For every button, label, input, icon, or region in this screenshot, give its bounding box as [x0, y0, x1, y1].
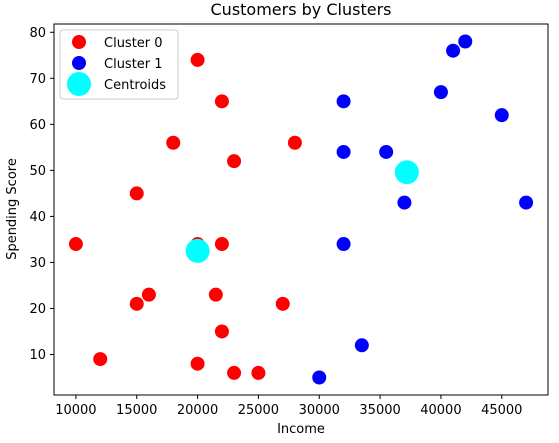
cluster-0-point — [141, 287, 156, 302]
cluster-0-point — [214, 237, 229, 252]
cluster-1-point — [379, 144, 394, 159]
legend-marker — [67, 72, 91, 96]
y-axis-ticks: 10 20 30 40 50 60 70 80 — [29, 26, 54, 363]
centroid-point — [394, 160, 419, 185]
y-tick-label: 60 — [29, 118, 46, 133]
cluster-0-point — [251, 365, 266, 380]
x-tick-label: 35000 — [359, 403, 400, 418]
y-tick-label: 10 — [29, 348, 46, 363]
legend-marker — [72, 56, 86, 70]
cluster-1-point — [336, 144, 351, 159]
y-tick-label: 70 — [29, 72, 46, 87]
legend: Cluster 0 Cluster 1 Centroids — [59, 29, 179, 100]
x-tick-label: 25000 — [238, 403, 279, 418]
cluster-1-point — [446, 43, 461, 58]
cluster-0-point — [166, 135, 181, 150]
cluster-0-point — [129, 186, 144, 201]
y-tick-label: 50 — [29, 164, 46, 179]
x-axis-ticks: 10000 15000 20000 25000 30000 35000 40000 45000 — [55, 395, 522, 418]
chart-title: Customers by Clusters — [211, 0, 392, 19]
cluster-0-point — [214, 324, 229, 339]
y-tick-label: 20 — [29, 302, 46, 317]
x-tick-label: 45000 — [481, 403, 522, 418]
cluster-1-point — [336, 94, 351, 109]
cluster-1-point — [433, 85, 448, 100]
cluster-0-point — [93, 352, 108, 367]
cluster-0-point — [129, 296, 144, 311]
cluster-0-point — [190, 52, 205, 67]
cluster-0-point — [214, 94, 229, 109]
cluster-0-point — [227, 154, 242, 169]
cluster-1-point — [397, 195, 412, 210]
cluster-0-point — [68, 237, 83, 252]
y-tick-label: 40 — [29, 210, 46, 225]
cluster-1-point — [494, 108, 509, 123]
legend-label: Cluster 0 — [104, 36, 163, 51]
y-tick-label: 80 — [29, 26, 46, 41]
data-points — [68, 34, 534, 385]
cluster-0-point — [287, 135, 302, 150]
cluster-1-point — [354, 338, 369, 353]
cluster-1-point — [458, 34, 473, 49]
x-tick-label: 15000 — [116, 403, 157, 418]
cluster-1-point — [312, 370, 327, 385]
cluster-0-point — [227, 365, 242, 380]
x-tick-label: 10000 — [55, 403, 96, 418]
x-axis-label: Income — [277, 422, 325, 437]
x-tick-label: 40000 — [420, 403, 461, 418]
y-axis-label: Spending Score — [5, 158, 20, 260]
cluster-1-point — [336, 237, 351, 252]
plot-frame — [53, 23, 549, 396]
x-tick-label: 30000 — [299, 403, 340, 418]
legend-label: Centroids — [104, 78, 166, 93]
legend-marker — [72, 35, 86, 49]
centroid-point — [185, 238, 210, 263]
x-tick-label: 20000 — [177, 403, 218, 418]
cluster-0-point — [275, 296, 290, 311]
cluster-0-point — [208, 287, 223, 302]
cluster-1-point — [519, 195, 534, 210]
legend-label: Cluster 1 — [104, 57, 163, 72]
y-tick-label: 30 — [29, 256, 46, 271]
cluster-0-point — [190, 356, 205, 371]
